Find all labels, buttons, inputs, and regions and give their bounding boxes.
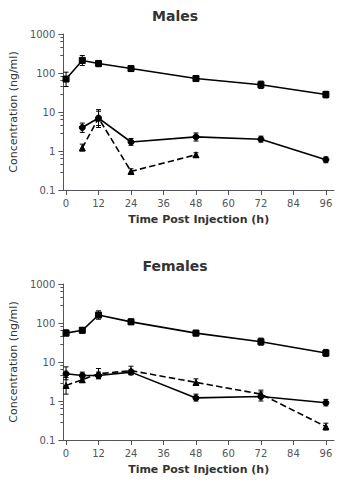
svg-text:10: 10 [43, 107, 56, 118]
svg-text:12: 12 [92, 198, 105, 209]
svg-text:72: 72 [255, 198, 268, 209]
svg-text:Females: Females [142, 258, 207, 274]
svg-text:Males: Males [152, 8, 198, 24]
svg-text:96: 96 [320, 198, 333, 209]
svg-text:0: 0 [63, 448, 69, 459]
svg-text:84: 84 [287, 448, 300, 459]
svg-text:0: 0 [63, 198, 69, 209]
svg-text:1000: 1000 [30, 29, 55, 40]
svg-text:0.1: 0.1 [39, 435, 55, 446]
svg-text:72: 72 [255, 448, 268, 459]
svg-text:100: 100 [36, 68, 55, 79]
svg-text:Time Post Injection (h): Time Post Injection (h) [128, 213, 269, 226]
svg-text:48: 48 [190, 448, 203, 459]
svg-text:Concentration (ng/ml): Concentration (ng/ml) [7, 51, 20, 172]
svg-text:36: 36 [157, 448, 170, 459]
svg-text:48: 48 [190, 198, 203, 209]
svg-text:Time Post Injection (h): Time Post Injection (h) [128, 463, 269, 476]
svg-text:96: 96 [320, 448, 333, 459]
svg-text:36: 36 [157, 198, 170, 209]
svg-text:12: 12 [92, 448, 105, 459]
svg-text:24: 24 [125, 198, 138, 209]
svg-text:Concentration (ng/ml): Concentration (ng/ml) [7, 301, 20, 422]
svg-text:1: 1 [49, 146, 55, 157]
svg-text:10: 10 [43, 357, 56, 368]
svg-text:1000: 1000 [30, 279, 55, 290]
svg-text:1: 1 [49, 396, 55, 407]
svg-text:24: 24 [125, 448, 138, 459]
svg-text:0.1: 0.1 [39, 185, 55, 196]
svg-text:84: 84 [287, 198, 300, 209]
svg-text:60: 60 [222, 198, 235, 209]
svg-text:100: 100 [36, 318, 55, 329]
svg-text:60: 60 [222, 448, 235, 459]
